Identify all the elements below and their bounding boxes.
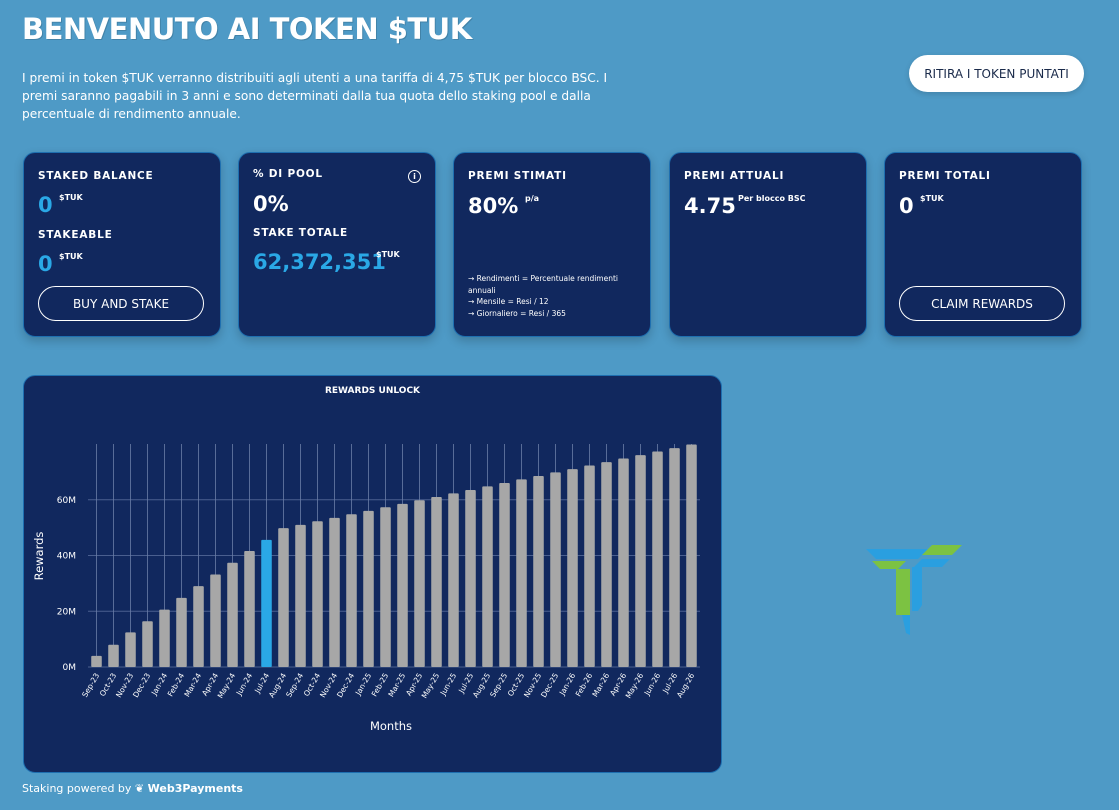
estimated-rewards-card: PREMI STIMATI 80% p/a → Rendimenti = Per… (453, 152, 651, 337)
bar (142, 621, 153, 667)
current-rewards-unit: Per blocco BSC (738, 194, 806, 203)
total-stake-label: STAKE TOTALE (253, 227, 349, 239)
bar (601, 462, 612, 667)
total-rewards-label: PREMI TOTALI (899, 170, 991, 182)
y-axis-label: Rewards (32, 532, 46, 581)
stakeable-label: STAKEABLE (38, 229, 113, 241)
x-tick-label: Jun-25 (438, 671, 458, 697)
stakeable-value: 0 (38, 252, 53, 276)
bar (363, 510, 374, 667)
x-tick-label: Mar-26 (590, 671, 611, 698)
staked-balance-card: STAKED BALANCE 0 $TUK STAKEABLE 0 $TUK B… (23, 152, 221, 337)
x-tick-label: Mar-24 (182, 671, 203, 698)
y-tick-label: 60M (57, 496, 76, 506)
current-rewards-value: 4.75 (684, 194, 736, 218)
footer-prefix: Staking powered by (22, 782, 132, 795)
bar (176, 597, 187, 667)
bar (397, 503, 408, 667)
buy-and-stake-button[interactable]: BUY AND STAKE (38, 286, 204, 321)
estimated-rewards-value: 80% (468, 194, 519, 218)
x-tick-label: Sep-24 (284, 671, 305, 699)
chart-title: REWARDS UNLOCK (324, 386, 421, 396)
bar (329, 517, 340, 667)
bar (550, 472, 561, 667)
pool-share-label: % DI POOL (253, 168, 323, 180)
bar (516, 479, 527, 667)
estimated-rewards-label: PREMI STIMATI (468, 170, 567, 182)
estimated-rewards-unit: p/a (525, 194, 540, 203)
current-rewards-card: PREMI ATTUALI 4.75 Per blocco BSC (669, 152, 867, 337)
bar (533, 476, 544, 667)
bar (482, 486, 493, 667)
total-rewards-card: PREMI TOTALI 0 $TUK CLAIM REWARDS (884, 152, 1082, 337)
x-tick-label: Jun-24 (234, 671, 254, 697)
bar (652, 451, 663, 667)
bar (227, 562, 238, 667)
info-icon[interactable]: i (408, 170, 421, 183)
bar (465, 489, 476, 667)
bar (584, 465, 595, 667)
bar (193, 586, 204, 667)
bar (125, 632, 136, 667)
intro-text: I premi in token $TUK verranno distribui… (22, 71, 608, 121)
note-daily: → Giornaliero = Resi / 365 (468, 308, 566, 318)
pool-share-value: 0% (253, 192, 289, 216)
y-tick-label: 20M (57, 607, 76, 617)
bar (669, 448, 680, 667)
bar (448, 493, 459, 667)
x-tick-label: Sep-25 (488, 671, 509, 699)
bar (108, 644, 119, 667)
page-title: BENVENUTO AI TOKEN $TUK (22, 12, 472, 46)
staked-balance-unit: $TUK (59, 193, 83, 202)
total-rewards-value: 0 (899, 194, 914, 218)
claim-rewards-button[interactable]: CLAIM REWARDS (899, 286, 1065, 321)
pool-share-card: % DI POOL i 0% STAKE TOTALE 62,372,351 $… (238, 152, 436, 337)
withdraw-staked-button[interactable]: RITIRA I TOKEN PUNTATI (909, 55, 1084, 92)
bar (244, 551, 255, 667)
note-monthly: → Mensile = Resi / 12 (468, 297, 549, 306)
staked-balance-label: STAKED BALANCE (38, 170, 154, 182)
bar (210, 574, 221, 667)
total-stake-unit: $TUK (376, 250, 400, 259)
stakeable-unit: $TUK (59, 252, 83, 261)
total-stake-value: 62,372,351 (253, 250, 386, 274)
bar (346, 514, 357, 667)
rewards-unlock-chart-card: REWARDS UNLOCK 0M 20M 40M 60M Sep-23 Oct-23 No… (23, 375, 722, 773)
bar (499, 483, 510, 667)
footer-brand[interactable]: Web3Payments (147, 782, 243, 795)
y-tick-label: 40M (57, 552, 76, 562)
bar (159, 609, 170, 667)
estimated-rewards-notes: → Rendimenti = Percentuale rendimenti an… (468, 273, 618, 319)
current-rewards-label: PREMI ATTUALI (684, 170, 785, 182)
x-axis-label: Months (370, 719, 412, 733)
bar (380, 507, 391, 667)
bar (261, 539, 272, 667)
bar (567, 469, 578, 667)
rewards-unlock-chart: 0M20M40M60MSep-23Oct-23Nov-23Dec-23Jan-2… (32, 444, 700, 733)
bar (635, 455, 646, 667)
footer: Staking powered by ❦ Web3Payments (22, 782, 243, 795)
tuk-logo-icon (866, 545, 962, 635)
bar (312, 521, 323, 667)
x-tick-label: Mar-25 (386, 671, 407, 698)
note-annual-cont: annuali (468, 285, 496, 295)
bar (618, 458, 629, 667)
bar (431, 496, 442, 667)
x-tick-label: Sep-23 (80, 671, 101, 699)
staked-balance-value: 0 (38, 193, 53, 217)
y-tick-label: 0M (63, 663, 77, 673)
web3payments-icon: ❦ (134, 782, 145, 795)
bar (414, 500, 425, 667)
note-annual: → Rendimenti = Percentuale rendimenti (468, 274, 618, 283)
x-tick-label: Jun-26 (642, 671, 662, 697)
bar (295, 524, 306, 667)
bar (686, 444, 697, 667)
bar (91, 655, 102, 667)
bar (278, 528, 289, 667)
total-rewards-unit: $TUK (920, 194, 944, 203)
